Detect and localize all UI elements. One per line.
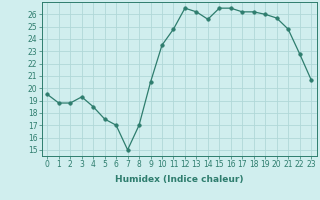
X-axis label: Humidex (Indice chaleur): Humidex (Indice chaleur) bbox=[115, 175, 244, 184]
